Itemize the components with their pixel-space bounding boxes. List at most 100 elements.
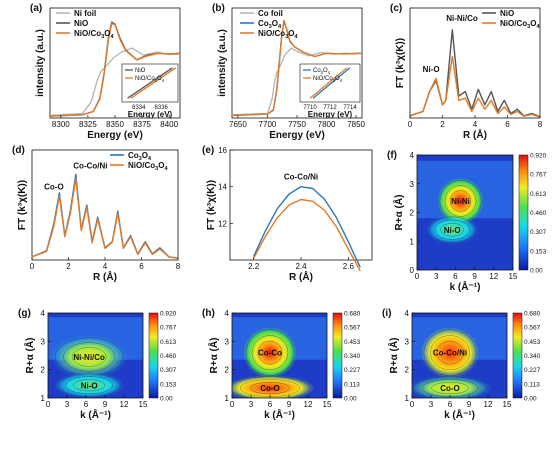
x-axis-title: Energy (eV) — [269, 130, 325, 141]
colorbar-tick-label: 0.613 — [160, 339, 177, 346]
inset-tick-label: 8334 — [132, 105, 146, 111]
x-tick-label: 7750 — [288, 120, 306, 129]
colorbar-tick-label: 0.307 — [530, 229, 547, 236]
contour-line — [65, 376, 113, 395]
inset-series-line — [130, 67, 177, 99]
x-tick-label: 7800 — [318, 120, 336, 129]
colorbar-tick-label: 0.680 — [344, 311, 361, 318]
y-tick-label: 16 — [218, 146, 227, 155]
x-axis-title: R (Å) — [463, 128, 487, 141]
y-tick-label: 4 — [225, 309, 230, 318]
panel-letter: (i) — [382, 308, 391, 319]
colorbar-tick-label: 0.767 — [530, 172, 547, 179]
colorbar-tick-label: 0.567 — [344, 325, 361, 332]
x-tick-label: 9 — [103, 400, 108, 409]
panel-letter: (g) — [18, 308, 31, 319]
y-axis-title: intensity (a.u.) — [217, 29, 228, 97]
peak-annotation: Co-O — [44, 183, 64, 192]
x-tick-label: 8 — [176, 262, 181, 271]
x-axis-title: R (Å) — [289, 270, 313, 283]
x-tick-label: 3 — [65, 400, 70, 409]
x-tick-label: 8325 — [79, 120, 97, 129]
x-axis-title: R (Å) — [93, 270, 117, 283]
legend-label: Co foil — [258, 9, 283, 18]
contour-line — [431, 382, 469, 395]
legend-label: NiO — [74, 19, 88, 28]
inset-axis-title: Energy (eV) — [128, 110, 173, 119]
x-tick-label: 7700 — [259, 120, 277, 129]
colorbar-tick-label: 0.920 — [160, 311, 177, 318]
contour-line — [412, 376, 488, 398]
x-axis-title: k (Å⁻¹) — [264, 408, 295, 421]
x-tick-label: 7650 — [229, 120, 247, 129]
path-annotation: Ni-Ni — [451, 197, 470, 206]
x-tick-label: 8400 — [160, 120, 178, 129]
heatmap-peak — [420, 327, 480, 379]
plot-frame — [47, 312, 144, 399]
heatmap-field — [417, 155, 513, 270]
contour-line — [249, 382, 291, 395]
inset-legend-label: NiO/Co3O4 — [313, 76, 343, 83]
x-tick-label: 8300 — [52, 120, 70, 129]
x-tick-label: 6 — [505, 120, 510, 129]
legend-label: NiO — [500, 9, 514, 18]
inset-series-line — [312, 67, 351, 99]
y-tick-label: 3 — [405, 337, 410, 346]
contour-line — [251, 335, 289, 371]
panel-letter: (e) — [202, 145, 214, 156]
contour-line — [63, 342, 116, 372]
y-axis-title: FT (k³χ(K)) — [206, 180, 217, 230]
y-axis-title: R+α (Å) — [392, 195, 405, 231]
y-tick-label: 2 — [410, 209, 415, 218]
heatmap-field — [412, 313, 507, 398]
colorbar-tick-label: 0.113 — [524, 381, 540, 388]
colorbar-tick-label: 0.767 — [160, 325, 177, 332]
y-axis-title: FT (k³χ(K)) — [17, 180, 28, 230]
x-axis-title: k (Å⁻¹) — [80, 408, 111, 421]
peak-annotation: Co-Co/Ni — [284, 172, 318, 181]
x-tick-label: 0 — [410, 400, 415, 409]
colorbar-tick-label: 0.00 — [524, 396, 537, 403]
panel-e: 2.2 2.4 2.6 12 14 16 R (Å) FT (k³χ(K)) (e) Co-Co/… — [202, 145, 373, 283]
path-annotation: Ni-O — [81, 381, 98, 390]
x-tick-label: 2.4 — [295, 262, 307, 271]
heatmap-peak — [54, 372, 125, 398]
contour-line — [257, 340, 283, 365]
x-tick-label: 4 — [103, 262, 108, 271]
contour-line — [436, 340, 464, 365]
x-tick-label: 12 — [304, 400, 313, 409]
heatmap-peak — [426, 215, 478, 245]
x-tick-label: 9 — [287, 400, 292, 409]
peak-annotation: Co-Co/Ni — [73, 161, 107, 170]
x-tick-label: 2.2 — [248, 262, 260, 271]
y-tick-label: 4 — [405, 309, 410, 318]
panel-letter: (h) — [202, 308, 215, 319]
colorbar-tick-label: 0.340 — [524, 353, 541, 360]
series-line — [49, 22, 181, 117]
x-axis-title: Energy (eV) — [87, 130, 143, 141]
series-line — [253, 198, 361, 272]
inset-series-line — [309, 67, 348, 99]
contour-line — [232, 376, 311, 398]
path-annotation: Ni-Ni/Co — [73, 353, 105, 362]
inset-series-line — [127, 67, 173, 99]
colorbar-tick-label: 0.680 — [524, 311, 541, 318]
inset-tick-label: 7710 — [303, 105, 317, 111]
path-annotation: Co-O — [260, 384, 280, 393]
path-annotation: Ni-O — [444, 226, 461, 235]
contour-line — [434, 219, 470, 240]
colorbar-tick-label: 0.453 — [524, 339, 541, 346]
colorbar-tick-label: 0.453 — [344, 339, 361, 346]
colorbar — [512, 312, 523, 399]
inset-legend-label: Co3O4 — [313, 68, 331, 75]
x-tick-label: 6 — [139, 262, 144, 271]
legend-label: Ni foil — [74, 9, 96, 18]
y-axis-title: intensity (a.u.) — [35, 29, 46, 97]
inset-tick-label: 7714 — [343, 105, 357, 111]
colorbar-tick-label: 0.567 — [524, 325, 541, 332]
legend-label: NiO/Co3O4 — [500, 19, 540, 30]
y-tick-label: 4 — [410, 151, 415, 160]
